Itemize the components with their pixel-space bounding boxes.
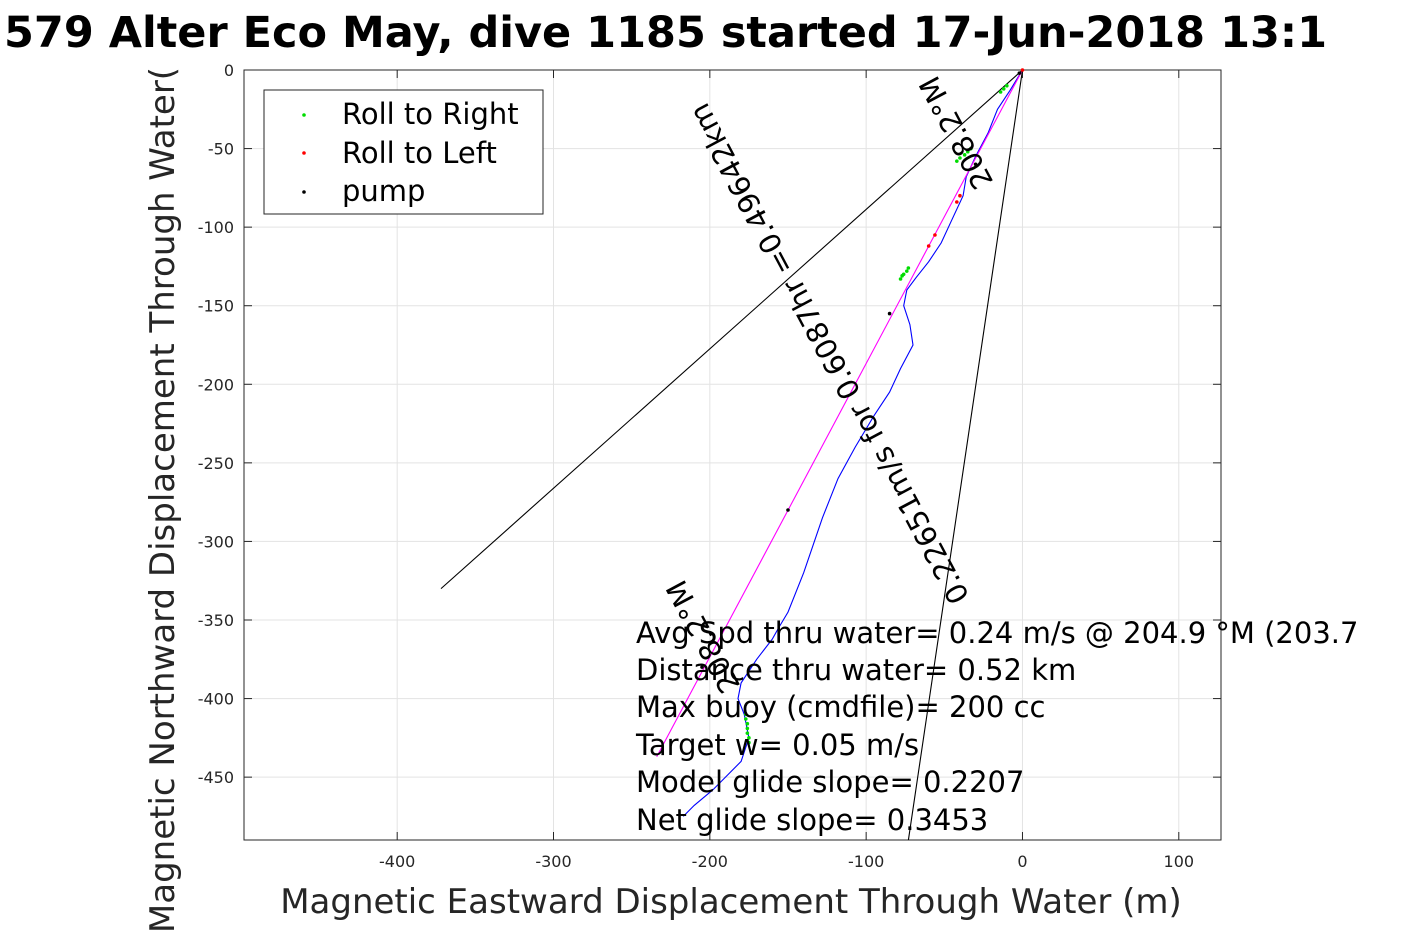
roll-right-marker — [743, 717, 748, 721]
y-tick-label: 0 — [224, 61, 234, 80]
series-track — [682, 69, 1023, 817]
stats-line-target-w: Target w= 0.05 m/s — [635, 728, 919, 762]
legend-marker-roll-left — [302, 151, 306, 155]
y-tick-label: -150 — [198, 297, 234, 316]
roll-right-marker — [898, 277, 903, 281]
roll-right-marker — [998, 90, 1003, 94]
plot-area — [243, 69, 1222, 841]
stats-line-distance: Distance thru water= 0.52 km — [636, 653, 1076, 687]
data-layer — [440, 68, 1025, 841]
y-tick-label: -350 — [198, 611, 234, 630]
roll-left-marker — [926, 244, 931, 248]
y-tick-label: -300 — [198, 532, 234, 551]
x-tick-label: -300 — [535, 852, 571, 871]
y-tick-label: -450 — [198, 768, 234, 787]
legend-label-roll-right: Roll to Right — [342, 97, 519, 131]
y-tick-label: -250 — [198, 454, 234, 473]
roll-right-marker — [900, 274, 904, 278]
x-tick-label: 0 — [1017, 852, 1027, 871]
roll-left-marker — [958, 193, 962, 198]
y-axis-label: Magnetic Northward Displacement Through … — [143, 67, 183, 933]
roll-right-marker — [747, 736, 751, 740]
chart-title: 579 Alter Eco May, dive 1185 started 17-… — [4, 8, 1327, 58]
roll-right-marker — [955, 159, 959, 163]
roll-right-marker — [969, 146, 973, 151]
roll-right-marker — [1005, 83, 1009, 88]
axis-ticks: -400 -300 -200 -100 0 100 0 -50 -100 -150 -200 -250… — [198, 61, 1221, 871]
x-tick-label: -400 — [379, 852, 415, 871]
y-tick-label: -50 — [208, 140, 234, 159]
stats-line-avg-speed: Avg Spd thru water= 0.24 m/s @ 204.9 °M … — [636, 616, 1358, 650]
legend-label-roll-left: Roll to Left — [342, 136, 497, 170]
x-axis-label: Magnetic Eastward Displacement Through W… — [280, 882, 1182, 922]
y-tick-label: -200 — [198, 375, 234, 394]
pump-marker — [700, 665, 704, 669]
x-tick-label: -200 — [692, 852, 728, 871]
series-heading-line — [656, 69, 1023, 757]
y-tick-label: -100 — [198, 218, 234, 237]
pump-marker — [887, 311, 892, 316]
x-tick-label: -100 — [848, 852, 884, 871]
roll-right-marker — [904, 269, 909, 273]
stats-line-max-buoy: Max buoy (cmdfile)= 200 cc — [636, 690, 1045, 724]
series-model-line — [907, 69, 1024, 841]
roll-right-marker — [906, 266, 911, 270]
legend-box — [263, 89, 544, 215]
x-tick-label: 100 — [1164, 852, 1195, 871]
heading-label-top: 208.2°M — [912, 71, 1000, 195]
pump-marker — [973, 162, 978, 167]
stats-line-net-glide: Net glide slope= 0.3453 — [636, 803, 988, 837]
stats-line-model-glide: Model glide slope= 0.2207 — [636, 765, 1024, 799]
roll-right-marker — [747, 740, 751, 745]
series-current-line — [440, 69, 1023, 590]
grid — [244, 69, 1221, 840]
y-tick-label: -400 — [198, 690, 234, 709]
legend-marker-roll-right — [302, 113, 306, 117]
roll-left-marker — [1020, 68, 1025, 72]
speed-distance-label: 0.22651m/s for 0.6087hr =0.49642km — [682, 98, 976, 610]
roll-right-marker — [1001, 87, 1006, 91]
roll-right-marker — [745, 726, 750, 731]
legend-label-pump: pump — [342, 174, 425, 208]
legend-marker-pump — [302, 190, 306, 194]
legend: Roll to Right Roll to Left pump — [263, 89, 544, 215]
pump-marker — [1017, 71, 1022, 75]
roll-right-marker — [962, 153, 967, 157]
roll-left-marker — [933, 233, 937, 237]
roll-left-marker — [955, 200, 959, 204]
roll-right-marker — [743, 712, 748, 717]
pump-marker — [786, 508, 790, 512]
roll-right-marker — [958, 156, 962, 160]
roll-right-marker — [965, 149, 970, 154]
roll-right-marker — [745, 721, 750, 726]
roll-right-marker — [745, 731, 750, 735]
